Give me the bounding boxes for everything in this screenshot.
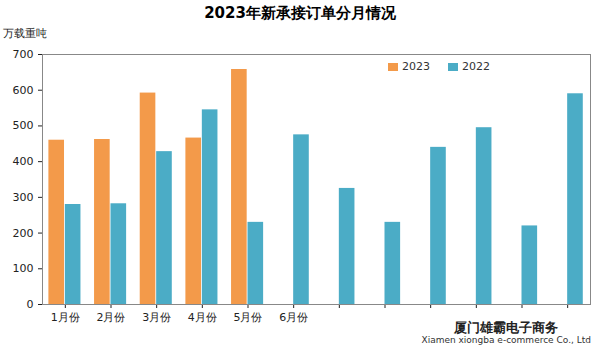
svg-text:400: 400: [13, 155, 34, 168]
svg-text:700: 700: [13, 48, 34, 61]
svg-text:200: 200: [13, 227, 34, 240]
svg-text:3月份: 3月份: [142, 311, 171, 324]
svg-text:万载重吨: 万载重吨: [3, 27, 47, 40]
svg-text:500: 500: [13, 119, 34, 132]
svg-text:1月份: 1月份: [51, 311, 80, 324]
html-text:厦门雄霸电子商务: 厦门雄霸电子商务: [454, 320, 559, 335]
html-text:2023年新承接订单分月情况: 2023年新承接订单分月情况: [204, 4, 396, 22]
html-text:2022: 2022: [462, 60, 490, 73]
svg-text:2月份: 2月份: [97, 311, 126, 324]
svg-text:6月份: 6月份: [279, 311, 308, 324]
svg-text:4月份: 4月份: [188, 311, 217, 324]
html-text:Xiamen xiongba e-commerce Co.,: Xiamen xiongba e-commerce Co., Ltd: [421, 335, 591, 345]
svg-text:0: 0: [27, 298, 34, 311]
html-text:2023: 2023: [402, 60, 430, 73]
svg-text:600: 600: [13, 84, 34, 97]
svg-text:5月份: 5月份: [234, 311, 263, 324]
svg-text:100: 100: [13, 262, 34, 275]
svg-text:300: 300: [13, 191, 34, 204]
